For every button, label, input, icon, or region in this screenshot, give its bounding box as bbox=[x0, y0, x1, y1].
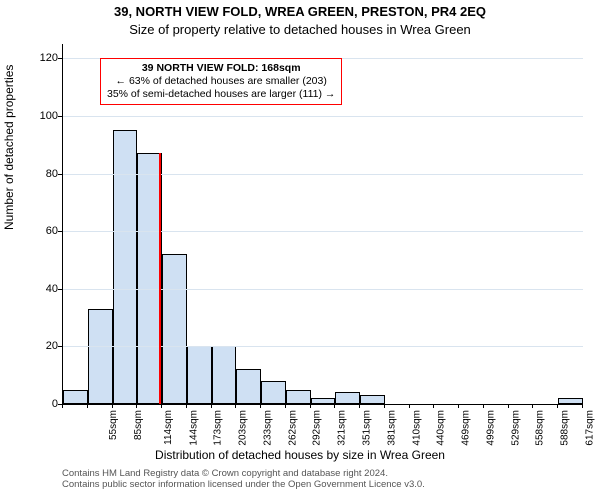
histogram-bar bbox=[63, 390, 88, 404]
x-tick-label: 292sqm bbox=[312, 410, 323, 446]
x-tick-label: 321sqm bbox=[337, 410, 348, 446]
x-tick-label: 440sqm bbox=[436, 410, 447, 446]
y-tick-label: 0 bbox=[18, 398, 58, 410]
y-tick-label: 120 bbox=[18, 52, 58, 64]
info-box-line1: 39 NORTH VIEW FOLD: 168sqm bbox=[107, 62, 335, 75]
chart-container: 39, NORTH VIEW FOLD, WREA GREEN, PRESTON… bbox=[0, 0, 600, 500]
y-tick-mark bbox=[58, 289, 62, 290]
x-tick-label: 529sqm bbox=[510, 410, 521, 446]
x-tick-label: 55sqm bbox=[108, 410, 119, 440]
histogram-bar bbox=[113, 130, 138, 404]
x-tick-mark bbox=[508, 404, 509, 408]
x-tick-mark bbox=[285, 404, 286, 408]
x-tick-label: 588sqm bbox=[560, 410, 571, 446]
footer-line1: Contains HM Land Registry data © Crown c… bbox=[62, 468, 425, 479]
gridline bbox=[63, 289, 583, 290]
gridline bbox=[63, 116, 583, 117]
x-tick-mark bbox=[235, 404, 236, 408]
chart-title-sub: Size of property relative to detached ho… bbox=[0, 22, 600, 37]
histogram-bar bbox=[558, 398, 583, 404]
info-box-line3: 35% of semi-detached houses are larger (… bbox=[107, 88, 335, 101]
x-tick-mark bbox=[87, 404, 88, 408]
x-tick-label: 410sqm bbox=[411, 410, 422, 446]
gridline bbox=[63, 231, 583, 232]
marker-vertical-line bbox=[159, 153, 161, 404]
histogram-bar bbox=[162, 254, 187, 404]
x-tick-label: 85sqm bbox=[133, 410, 144, 440]
x-tick-mark bbox=[260, 404, 261, 408]
x-tick-mark bbox=[582, 404, 583, 408]
x-tick-label: 203sqm bbox=[238, 410, 249, 446]
x-tick-label: 617sqm bbox=[584, 410, 595, 446]
x-tick-mark bbox=[409, 404, 410, 408]
histogram-bar bbox=[236, 369, 261, 404]
y-tick-mark bbox=[58, 58, 62, 59]
x-tick-mark bbox=[112, 404, 113, 408]
x-tick-label: 558sqm bbox=[535, 410, 546, 446]
histogram-bar bbox=[88, 309, 113, 404]
x-tick-mark bbox=[532, 404, 533, 408]
x-tick-label: 233sqm bbox=[263, 410, 274, 446]
x-tick-mark bbox=[186, 404, 187, 408]
histogram-bar bbox=[212, 346, 237, 404]
histogram-bar bbox=[311, 398, 336, 404]
x-tick-mark bbox=[557, 404, 558, 408]
x-tick-label: 144sqm bbox=[188, 410, 199, 446]
histogram-bar bbox=[187, 346, 212, 404]
x-tick-mark bbox=[384, 404, 385, 408]
chart-title-main: 39, NORTH VIEW FOLD, WREA GREEN, PRESTON… bbox=[0, 4, 600, 19]
y-tick-label: 40 bbox=[18, 283, 58, 295]
y-tick-mark bbox=[58, 231, 62, 232]
gridline bbox=[63, 174, 583, 175]
x-tick-label: 499sqm bbox=[485, 410, 496, 446]
footer-attribution: Contains HM Land Registry data © Crown c… bbox=[62, 468, 425, 491]
x-tick-label: 173sqm bbox=[213, 410, 224, 446]
x-tick-mark bbox=[483, 404, 484, 408]
x-tick-mark bbox=[334, 404, 335, 408]
y-tick-mark bbox=[58, 174, 62, 175]
x-tick-mark bbox=[458, 404, 459, 408]
x-tick-mark bbox=[161, 404, 162, 408]
gridline bbox=[63, 346, 583, 347]
x-tick-mark bbox=[136, 404, 137, 408]
footer-line3: Contains public sector information licen… bbox=[62, 479, 425, 490]
x-tick-label: 351sqm bbox=[362, 410, 373, 446]
histogram-bar bbox=[286, 390, 311, 404]
info-box: 39 NORTH VIEW FOLD: 168sqm ← 63% of deta… bbox=[100, 58, 342, 105]
y-tick-label: 100 bbox=[18, 110, 58, 122]
x-tick-mark bbox=[62, 404, 63, 408]
y-tick-mark bbox=[58, 346, 62, 347]
y-tick-label: 60 bbox=[18, 225, 58, 237]
histogram-bar bbox=[360, 395, 385, 404]
x-tick-mark bbox=[433, 404, 434, 408]
x-tick-mark bbox=[310, 404, 311, 408]
y-tick-mark bbox=[58, 116, 62, 117]
info-box-line2: ← 63% of detached houses are smaller (20… bbox=[107, 75, 335, 88]
x-tick-label: 262sqm bbox=[287, 410, 298, 446]
x-tick-label: 469sqm bbox=[461, 410, 472, 446]
histogram-bar bbox=[261, 381, 286, 404]
x-tick-mark bbox=[211, 404, 212, 408]
histogram-bar bbox=[335, 392, 360, 404]
x-tick-label: 381sqm bbox=[386, 410, 397, 446]
y-tick-label: 80 bbox=[18, 168, 58, 180]
x-axis-label: Distribution of detached houses by size … bbox=[0, 448, 600, 462]
y-axis-label: Number of detached properties bbox=[2, 65, 16, 230]
x-tick-label: 114sqm bbox=[163, 410, 174, 445]
y-tick-label: 20 bbox=[18, 340, 58, 352]
x-tick-mark bbox=[359, 404, 360, 408]
